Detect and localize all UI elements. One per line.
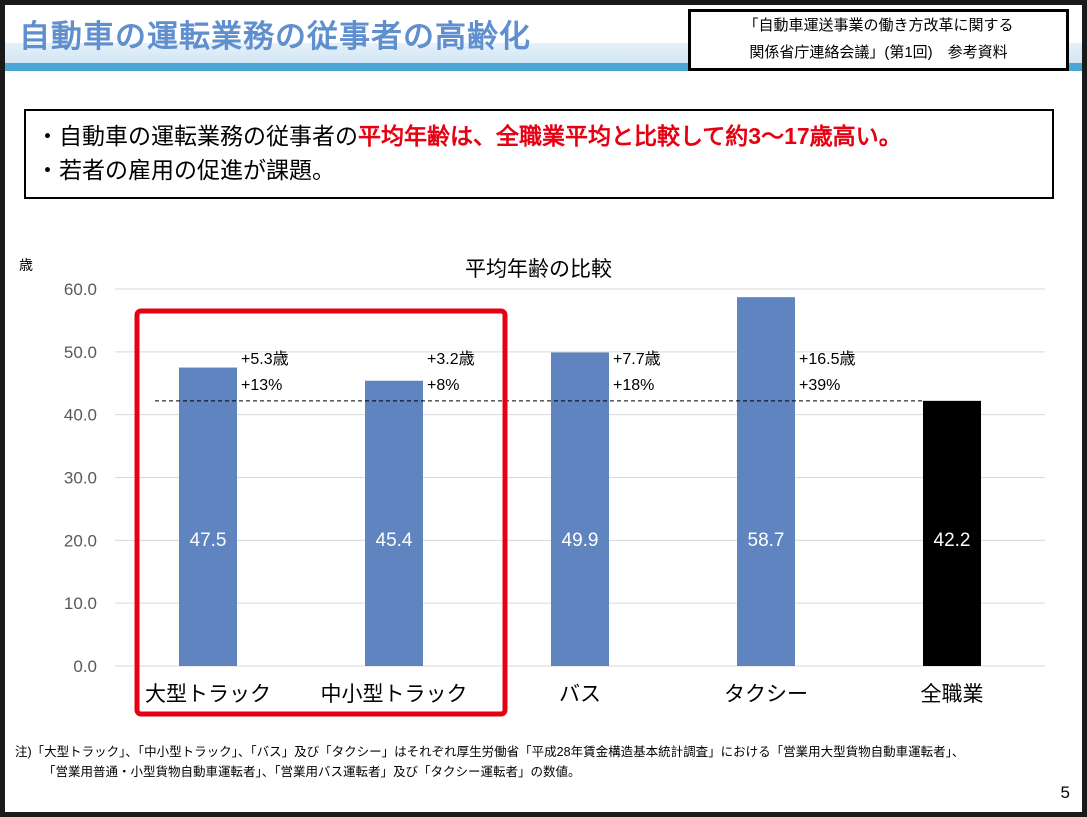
truck-highlight-box [134, 308, 508, 717]
slide: 自動車の運転業務の従事者の高齢化 「自動車運送事業の働き方改革に関する 関係省庁… [5, 5, 1082, 812]
footnote: 注)「大型トラック」、「中小型トラック」、「バス」及び「タクシー」はそれぞれ厚生… [15, 742, 964, 782]
y-tick-label: 10.0 [64, 594, 97, 613]
reference-line-2: 関係省庁連絡会議」(第1回) 参考資料 [749, 44, 1008, 61]
diff-percent-label: +18% [613, 377, 654, 394]
diff-percent-label: +8% [427, 377, 459, 394]
diff-percent-label: +13% [241, 377, 282, 394]
summary-text: ・自動車の運転業務の従事者の [36, 123, 358, 149]
bar [179, 367, 237, 666]
x-category-label: 中小型トラック [321, 683, 468, 706]
footnote-line-2: 「営業用普通・小型貨物自動車運転者」、「営業用バス運転者」及び「タクシー運転者」… [43, 765, 581, 779]
diff-years-label: +3.2歳 [427, 350, 475, 368]
x-category-label: タクシー [724, 683, 808, 706]
reference-line-1: 「自動車運送事業の働き方改革に関する [743, 17, 1014, 34]
page-number: 5 [1060, 783, 1070, 802]
y-axis-unit: 歳 [19, 257, 33, 273]
y-tick-label: 0.0 [73, 657, 97, 676]
footnote-line-1: 注)「大型トラック」、「中小型トラック」、「バス」及び「タクシー」はそれぞれ厚生… [15, 745, 965, 759]
summary-highlight: 平均年齢は、全職業平均と比較して約3～17歳高い [358, 123, 879, 149]
bar [923, 400, 981, 666]
diff-years-label: +7.7歳 [613, 350, 661, 368]
bar-chart: 0.0 10.0 20.0 30.0 40.0 50.0 60.0 47.5 大型トラック +5.… [64, 280, 1045, 717]
x-category-label: 大型トラック [145, 683, 271, 706]
summary-suffix: 。 [878, 123, 902, 149]
bar-value-label: 45.4 [376, 530, 413, 551]
bar-value-label: 58.7 [748, 530, 785, 551]
summary-box: ・自動車の運転業務の従事者の平均年齢は、全職業平均と比較して約3～17歳高い。 … [24, 109, 1054, 199]
y-tick-label: 60.0 [64, 280, 97, 299]
bar-value-label: 47.5 [190, 530, 227, 551]
bar [551, 352, 609, 666]
bar [365, 380, 423, 666]
diff-years-label: +16.5歳 [799, 350, 856, 368]
reference-box: 「自動車運送事業の働き方改革に関する 関係省庁連絡会議」(第1回) 参考資料 [688, 9, 1069, 71]
chart-title: 平均年齢の比較 [465, 258, 612, 281]
x-category-label: 全職業 [921, 683, 984, 706]
diff-years-label: +5.3歳 [241, 350, 289, 368]
diff-percent-label: +39% [799, 377, 840, 394]
y-tick-label: 50.0 [64, 343, 97, 362]
page-title: 自動車の運転業務の従事者の高齢化 [19, 19, 531, 54]
summary-line-2: ・若者の雇用の促進が課題。 [36, 157, 335, 183]
y-tick-label: 20.0 [64, 531, 97, 550]
title-underline [5, 63, 1082, 71]
y-tick-label: 30.0 [64, 469, 97, 488]
bar-value-label: 42.2 [934, 530, 971, 551]
bar [737, 297, 795, 666]
y-tick-label: 40.0 [64, 406, 97, 425]
summary-line-1: ・自動車の運転業務の従事者の平均年齢は、全職業平均と比較して約3～17歳高い。 [36, 119, 1052, 153]
x-category-label: バス [559, 683, 601, 706]
bar-value-label: 49.9 [562, 530, 599, 551]
